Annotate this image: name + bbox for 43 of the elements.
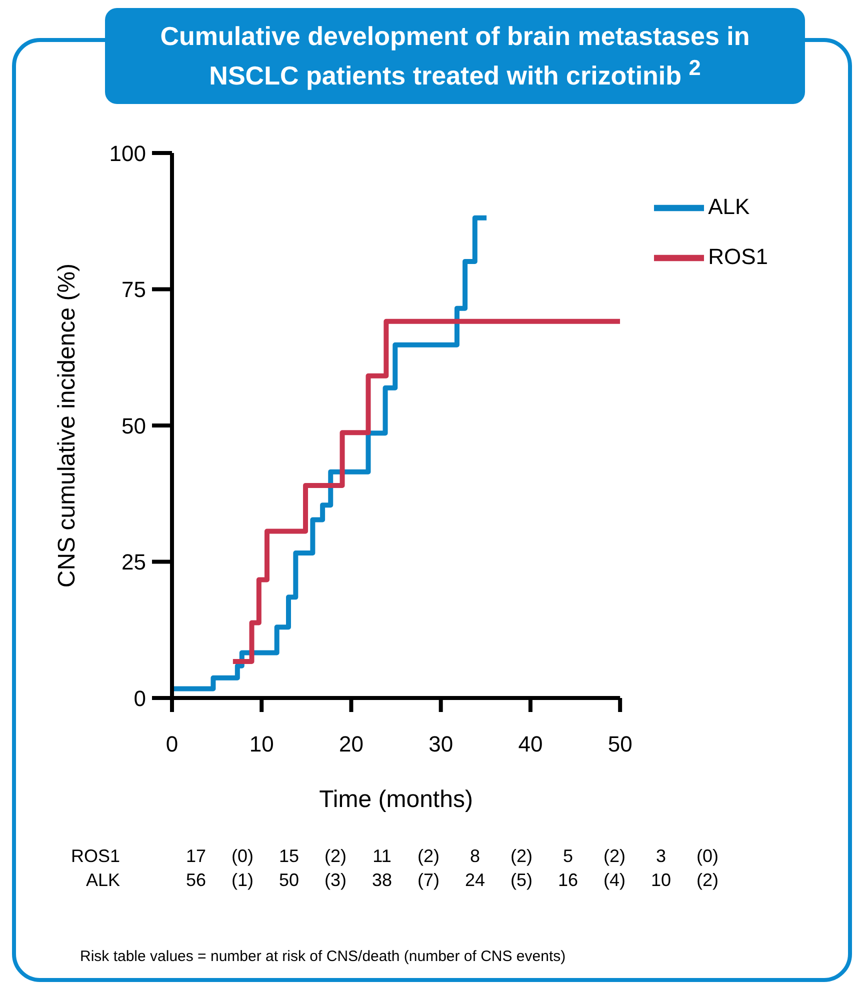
text: 11 (372, 846, 392, 867)
text: 38 (370, 870, 394, 891)
y-tick-label: 100 (109, 140, 146, 166)
text: ROS1 (70, 846, 120, 867)
text: (0) (696, 846, 720, 867)
text: (2) (416, 846, 440, 867)
x-tick-label: 40 (518, 732, 543, 757)
text: (1) (230, 870, 254, 891)
text: Risk table values = number at risk of CNS/death (number of CNS events) (80, 948, 566, 965)
text: (2) (602, 846, 626, 867)
y-tick-label: 0 (134, 686, 146, 711)
text: 16 (556, 870, 580, 891)
text: (2) (696, 870, 720, 891)
legend-label: ROS1 (708, 244, 768, 269)
x-tick-label: 0 (166, 732, 178, 757)
x-axis-title: Time (months) (319, 786, 473, 814)
y-tick-label: 75 (122, 277, 146, 302)
x-tick-label: 20 (338, 732, 364, 757)
text: 50 (278, 870, 300, 891)
text: 24 (464, 870, 486, 891)
text: 15 (278, 846, 300, 867)
text: 5 (562, 846, 574, 867)
y-tick-label: 50 (122, 413, 146, 438)
text: 17 (184, 846, 208, 867)
chart-title: Cumulative development of brain metastases in NSCLC patients treated with crizotinib $^{2}$ (159, 20, 751, 92)
legend-label: ALK (708, 194, 750, 219)
text: (3) (324, 870, 348, 891)
text: (7) (416, 870, 440, 891)
text: (5) (510, 870, 534, 891)
text: 8 (468, 846, 481, 867)
x-tick-label: 50 (608, 732, 632, 757)
text: 56 (184, 870, 208, 891)
x-tick-label: 10 (249, 732, 274, 757)
text: 10 (650, 870, 672, 891)
y-axis-title: CNS cumulative incidence (%) (54, 263, 81, 588)
text: (4) (602, 870, 626, 891)
x-tick-label: 30 (428, 732, 454, 757)
text: (0) (230, 846, 254, 867)
y-tick-label: 25 (122, 550, 146, 575)
text: ALK (84, 870, 120, 891)
text: 3 (654, 846, 667, 867)
text: (2) (324, 846, 348, 867)
text: (2) (510, 846, 534, 867)
